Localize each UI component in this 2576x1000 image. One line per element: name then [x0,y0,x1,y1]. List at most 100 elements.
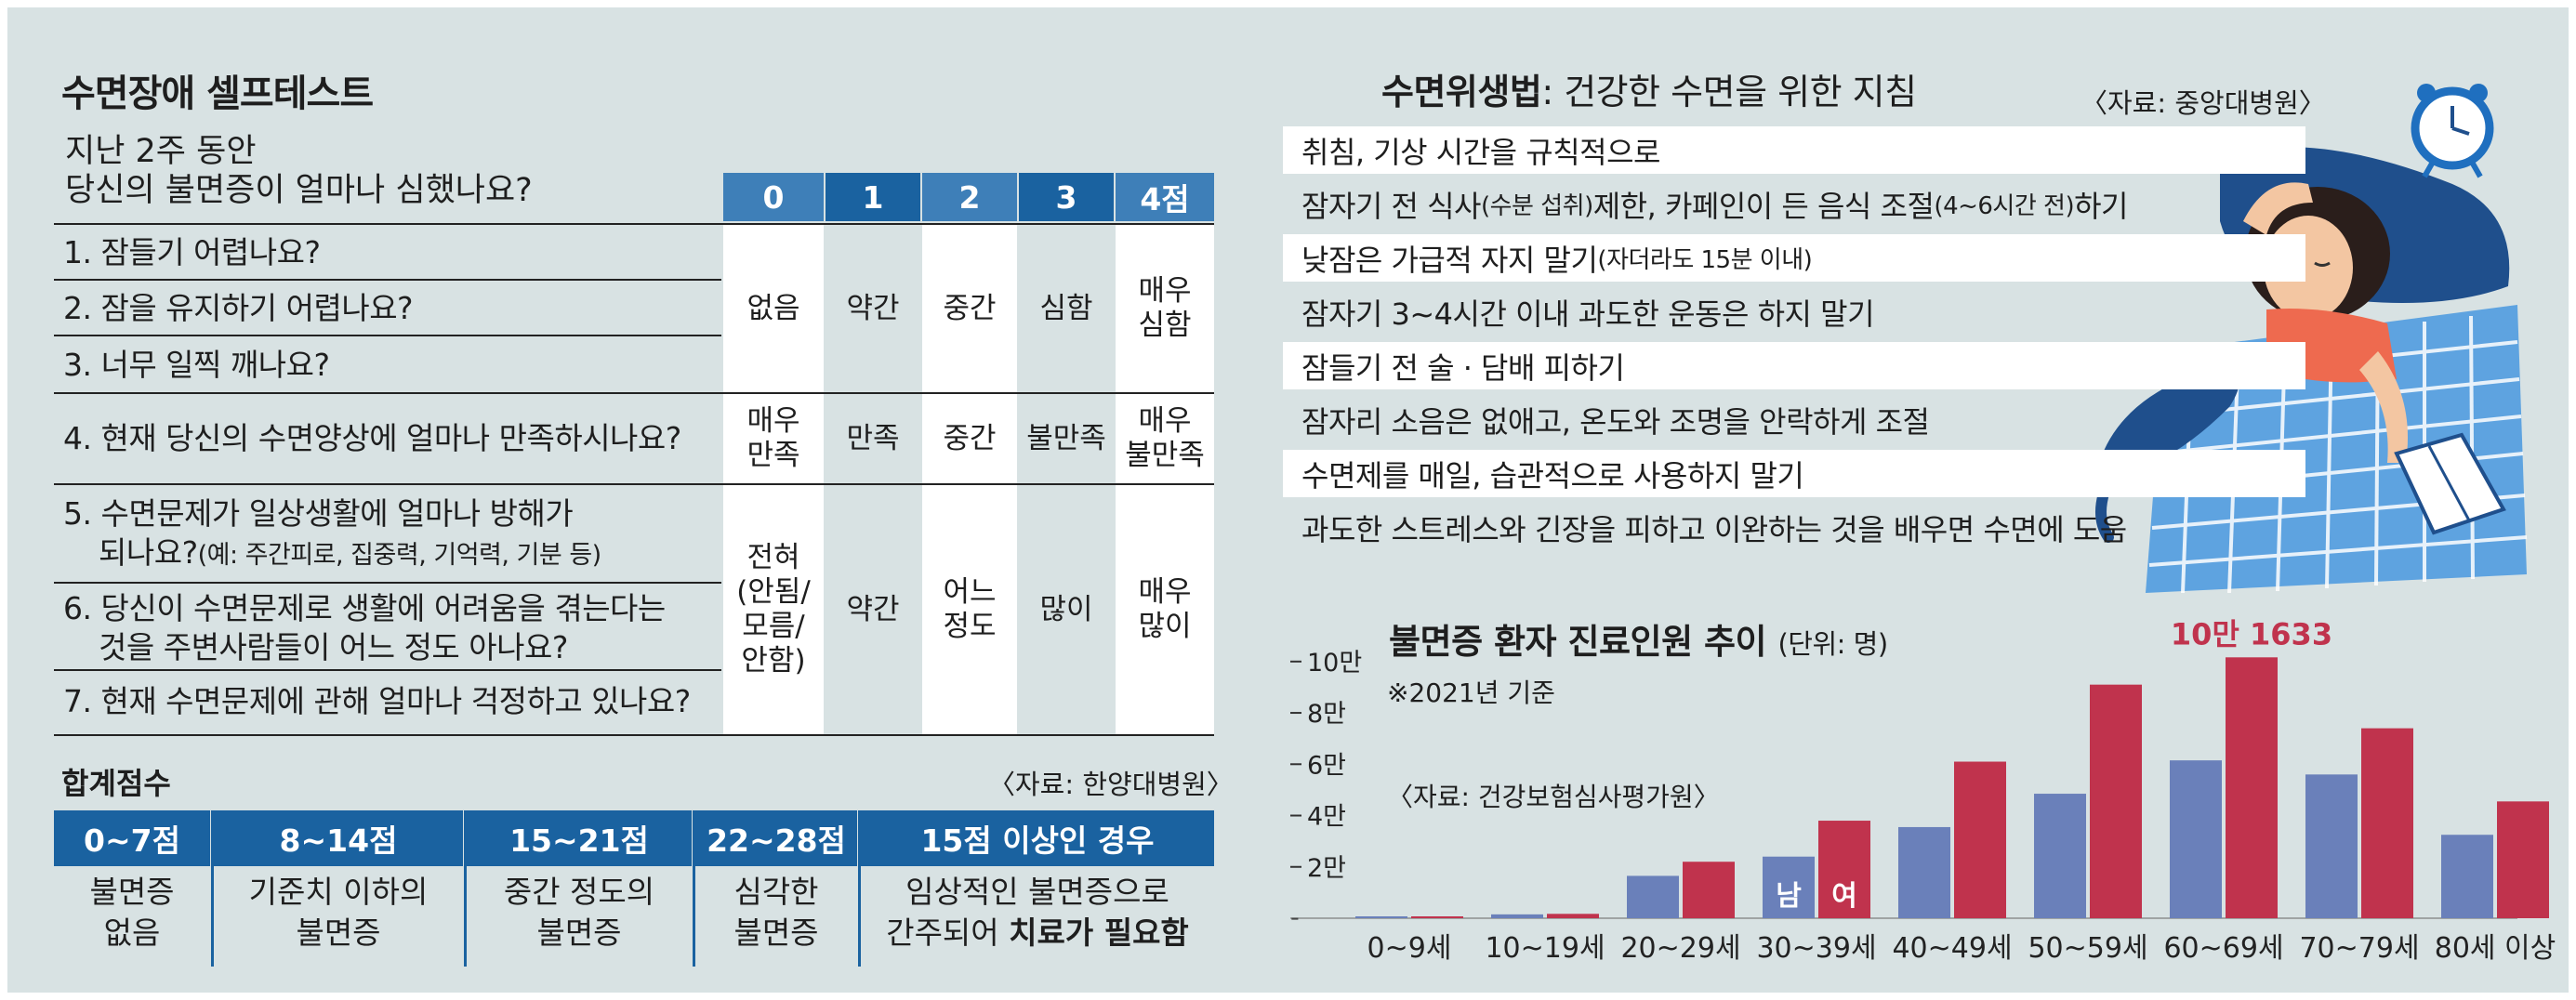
score-header-2: 2 [922,173,1017,221]
hygiene-source: 〈자료: 중앙대병원〉 [2081,87,2326,119]
hygiene-tip-1: 취침, 기상 시간을 규칙적으로 [1283,126,2305,174]
band-0-line2: 없음 [103,914,161,951]
group2-answer-3: 불만족 [1026,421,1106,455]
bar-남-1 [1491,914,1543,918]
band-4-line1: 임상적인 불면증으로 [905,874,1169,910]
group3-answer-0-line4: 안함) [741,644,806,678]
bar-남-8 [2441,835,2493,918]
group1-answer-0: 없음 [746,291,800,325]
bar-남-3 [1763,856,1815,918]
hygiene-title-bold: 수면위생법 [1381,72,1542,112]
band-4-description: 임상적인 불면증으로 간주되어 치료가 필요함 [861,872,1214,954]
group3-answer-0: 전혀 (안됨/ 모름/ 안함) [723,485,824,734]
hygiene-title-rest: : 건강한 수면을 위한 지침 [1541,72,1917,112]
bar-여-5 [2090,684,2142,918]
question-5-line-1: 5. 수면문제가 일상생활에 얼마나 방해가 [63,495,574,532]
bar-남-5 [2034,794,2086,918]
tip-3-part-a: 낮잠은 가급적 자지 말기 [1301,242,1598,278]
group2-answer-4-line2: 불만족 [1125,439,1205,472]
group2-answer-0-line2: 만족 [746,439,800,472]
y-tick-label-4: 8만 [1307,700,1346,729]
question-5-line-2: 되나요?(예: 주간피로, 집중력, 기억력, 기분 등) [63,533,601,575]
group3-answer-2: 어느 정도 [922,485,1017,734]
group3-answer-0-line3: 모름/ [742,610,805,643]
row-rule-5 [54,582,721,584]
hygiene-tip-8: 과도한 스트레스와 긴장을 피하고 이완하는 것을 배우면 수면에 도움 [1301,511,2127,547]
infographic-page: 수면장애 셀프테스트 지난 2주 동안 당신의 불면증이 얼마나 심했나요? 0… [7,7,2569,993]
group3-answer-3: 많이 [1039,592,1093,626]
question-6-line-1: 6. 당신이 수면문제로 생활에 어려움을 겪는다는 [63,590,666,626]
row-rule-1 [54,279,721,281]
table-top-rule [54,223,1214,225]
group3-answer-4-line2: 많이 [1138,610,1192,643]
group3-answer-4: 매우 많이 [1116,485,1214,734]
y-tick-label-1: 2만 [1307,854,1346,883]
intro-line-2: 당신의 불면증이 얼마나 심했나요? [65,172,533,209]
question-1: 1. 잠들기 어렵나요? [63,234,321,270]
question-6: 6. 당신이 수면문제로 생활에 어려움을 겪는다는 것을 주변사람들이 어느 … [63,589,666,667]
band-3-description: 심각한 불면증 [695,872,857,954]
question-intro: 지난 2주 동안 당신의 불면증이 얼마나 심했나요? [65,132,533,210]
group3-answer-2-line1: 어느 [943,575,997,609]
band-0-description: 불면증 없음 [54,872,210,954]
group3-answer-2-line2: 정도 [943,610,997,643]
bar-여-2 [1683,862,1735,918]
bar-남-7 [2305,774,2358,918]
series-label-1: 여 [1831,880,1857,913]
question-2: 2. 잠을 유지하기 어렵나요? [63,290,414,326]
x-tick-label-2: 20~29세 [1620,932,1740,965]
score-header-0: 0 [723,173,824,221]
series-label-0: 남 [1776,880,1802,913]
bar-남-6 [2170,760,2222,918]
score-header-3: 3 [1019,173,1114,221]
sum-score-title: 합계점수 [61,766,171,801]
band-separator-2 [464,810,467,967]
group1-answer-4: 매우 심함 [1116,225,1214,392]
band-separator-4 [858,810,861,967]
x-tick-label-5: 50~59세 [2028,932,2147,965]
y-tick-label-3: 6만 [1307,751,1346,780]
band-1-line1: 기준치 이하의 [248,874,429,910]
band-3-line2: 불면증 [733,914,819,951]
tip-2-part-b: (수분 섭취) [1480,192,1593,220]
group1-answer-3: 심함 [1039,291,1093,325]
group3-answer-4-line1: 매우 [1138,575,1192,609]
table-bottom-rule [54,734,1214,736]
tip-2-part-e: 하기 [2074,188,2128,224]
group1-answer-1: 약간 [846,291,900,325]
bar-남-0 [1355,916,1407,918]
question-4: 4. 현재 당신의 수면양상에 얼마나 만족하시나요? [63,420,681,456]
band-0-line1: 불면증 [89,874,175,910]
x-tick-label-0: 0~9세 [1367,932,1452,965]
answer-column-2 [922,223,1017,736]
band-2-label: 15~21점 [467,810,692,866]
x-tick-label-1: 10~19세 [1485,932,1605,965]
band-1-line2: 불면증 [296,914,381,951]
bar-여-7 [2361,728,2413,918]
hygiene-tip-3: 낮잠은 가급적 자지 말기 (자더라도 15분 이내) [1283,234,2305,282]
chart-source: 〈자료: 건강보험심사평가원〉 [1387,782,1720,812]
y-tick-label-2: 4만 [1307,803,1346,832]
chart-title-block: 불면증 환자 진료인원 추이 (단위: 명) [1389,613,1888,664]
x-tick-label-7: 70~79세 [2299,932,2419,965]
highlight-value-label: 10만 1633 [2171,616,2332,651]
band-1-label: 8~14점 [214,810,463,866]
hygiene-tip-5: 잠들기 전 술 · 담배 피하기 [1283,342,2305,389]
bar-남-2 [1627,875,1679,918]
band-4-label: 15점 이상인 경우 [861,810,1214,866]
chart-note: ※2021년 기준 [1387,678,1555,708]
x-tick-label-3: 30~39세 [1756,932,1876,965]
row-rule-3 [54,392,1214,394]
group2-answer-1: 만족 [846,421,900,455]
answer-column-0 [723,223,824,736]
self-test-title: 수면장애 셀프테스트 [61,72,374,115]
tip-2-part-a: 잠자기 전 식사 [1301,188,1481,224]
question-7: 7. 현재 수면문제에 관해 얼마나 걱정하고 있나요? [63,683,691,719]
tip-3-part-b: (자더라도 15분 이내) [1597,246,1813,274]
group3-answer-1: 약간 [846,592,900,626]
band-4-line2-normal: 간주되어 [886,914,1010,951]
x-tick-label-8: 80세 이상 [2435,932,2556,965]
hygiene-tip-7: 수면제를 매일, 습관적으로 사용하지 말기 [1283,450,2305,497]
band-4-line2: 간주되어 치료가 필요함 [861,913,1214,954]
